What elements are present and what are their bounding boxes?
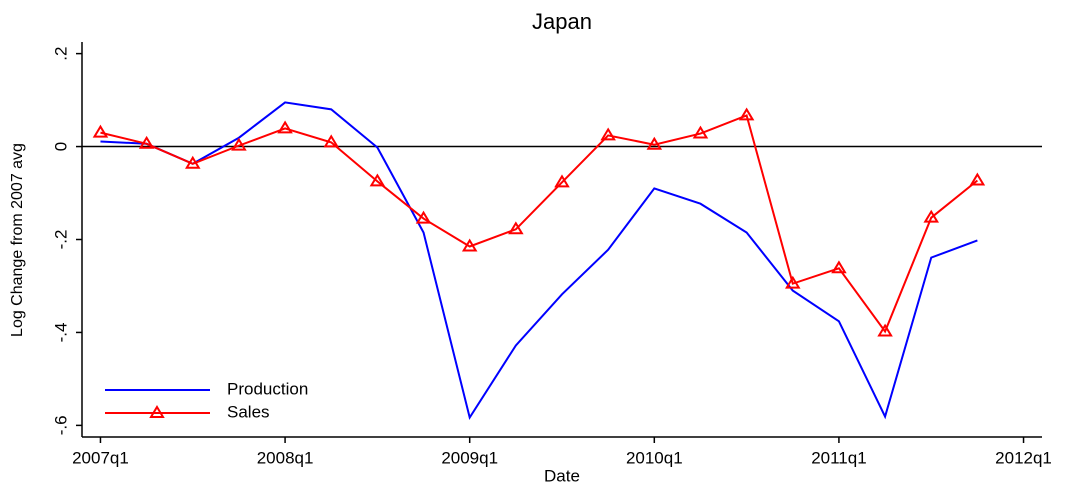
legend-label: Sales <box>227 402 270 421</box>
y-tick-label: -.4 <box>51 323 70 343</box>
marker <box>185 155 201 169</box>
marker <box>785 275 801 289</box>
marker <box>369 173 386 187</box>
x-tick-label: 2010q1 <box>626 448 683 467</box>
x-tick-label: 2008q1 <box>257 448 314 467</box>
marker <box>508 221 524 235</box>
y-axis-label: Log Change from 2007 avg <box>9 143 26 337</box>
legend-label: Production <box>227 379 308 398</box>
series-line <box>100 114 979 334</box>
y-tick-label: 0 <box>51 142 70 151</box>
marker <box>692 125 709 139</box>
marker <box>877 323 893 337</box>
marker <box>738 107 755 121</box>
marker <box>600 127 616 141</box>
series-line <box>100 101 978 420</box>
y-tick-label: -.6 <box>51 415 70 435</box>
marker <box>831 260 847 274</box>
x-tick-label: 2012q1 <box>995 448 1052 467</box>
marker <box>969 172 986 186</box>
x-axis-label: Date <box>544 466 580 485</box>
marker <box>461 238 478 252</box>
x-tick-label: 2007q1 <box>72 448 129 467</box>
marker <box>277 120 293 134</box>
marker <box>323 134 339 148</box>
legend-marker <box>149 405 165 418</box>
marker <box>554 174 570 188</box>
y-tick-label: -.2 <box>51 230 70 250</box>
marker <box>646 136 663 150</box>
marker <box>92 124 109 138</box>
marker <box>138 135 155 149</box>
chart-title: Japan <box>532 9 592 34</box>
marker <box>415 210 432 224</box>
marker <box>231 137 247 151</box>
marker <box>923 209 939 223</box>
x-tick-label: 2011q1 <box>811 448 866 467</box>
x-tick-label: 2009q1 <box>441 448 498 467</box>
y-tick-label: .2 <box>51 47 70 61</box>
